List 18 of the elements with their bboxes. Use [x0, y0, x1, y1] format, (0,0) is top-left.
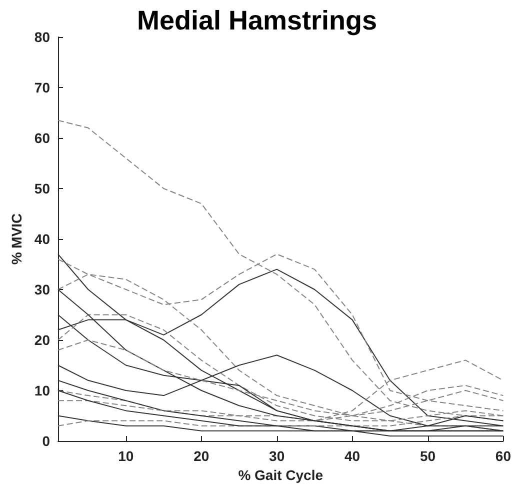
x-axis-title: % Gait Cycle [238, 466, 324, 483]
x-tick-label: 60 [495, 448, 512, 464]
x-tick-label: 20 [194, 448, 210, 464]
y-axis-title: % MVIC [8, 213, 25, 265]
y-tick-label: 80 [34, 29, 50, 45]
y-tick-label: 10 [34, 382, 50, 398]
y-tick-label: 50 [34, 180, 50, 196]
chart-title: Medial Hamstrings [136, 6, 378, 36]
y-tick-label: 70 [34, 80, 50, 96]
x-tick-label: 40 [344, 448, 360, 464]
x-tick-label: 50 [420, 448, 436, 464]
y-tick-label: 20 [34, 332, 50, 348]
y-tick-label: 60 [34, 130, 50, 146]
y-tick-label: 40 [34, 231, 50, 247]
x-tick-label: 30 [269, 448, 285, 464]
y-tick-label: 30 [34, 282, 50, 298]
y-tick-label: 0 [42, 433, 50, 449]
x-tick-label: 10 [118, 448, 134, 464]
